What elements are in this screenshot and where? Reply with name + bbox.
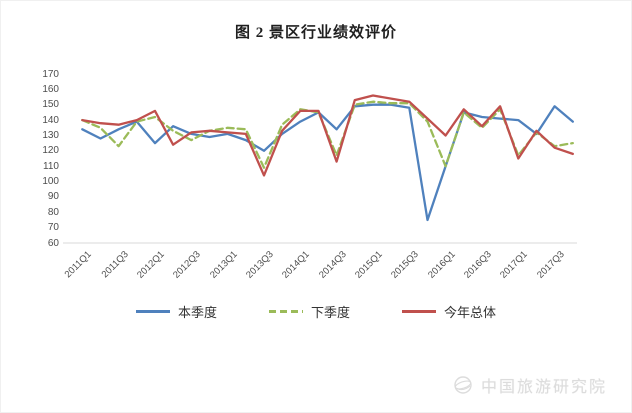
legend-item-next-quarter: 下季度: [268, 302, 350, 321]
legend-swatch-2: [402, 310, 436, 313]
chart-title: 图 2 景区行业绩效评价: [234, 25, 397, 41]
y-axis-label: 90: [47, 191, 59, 203]
legend-label: 下季度: [310, 305, 350, 320]
legend-label: 本季度: [177, 305, 217, 320]
y-axis-label: 100: [42, 176, 59, 188]
y-axis-label: 70: [47, 222, 59, 234]
y-axis-label: 150: [42, 99, 59, 111]
y-axis-label: 160: [42, 83, 59, 95]
y-axis-label: 130: [42, 129, 59, 141]
series-line-0: [81, 103, 574, 222]
series-line-2: [81, 94, 574, 177]
y-axis-label: 170: [42, 68, 59, 80]
y-axis-label: 120: [42, 145, 59, 157]
y-axis-label: 80: [47, 206, 59, 218]
legend-item-this-quarter: 本季度: [135, 302, 217, 321]
legend-label: 今年总体: [444, 305, 497, 320]
cta-globe-logo-icon: [452, 374, 474, 396]
series-line-1: [81, 100, 574, 169]
y-axis-label: 110: [43, 160, 59, 172]
legend-swatch-1: [268, 310, 303, 313]
y-axis-label: 140: [42, 114, 59, 126]
y-axis-label: 60: [47, 237, 59, 249]
legend-swatch-0: [135, 310, 170, 313]
legend-item-year-overall: 今年总体: [402, 302, 496, 321]
legend: 本季度 下季度 今年总体: [1, 302, 631, 321]
watermark: 中国旅游研究院: [452, 373, 607, 397]
watermark-text: 中国旅游研究院: [480, 379, 607, 396]
